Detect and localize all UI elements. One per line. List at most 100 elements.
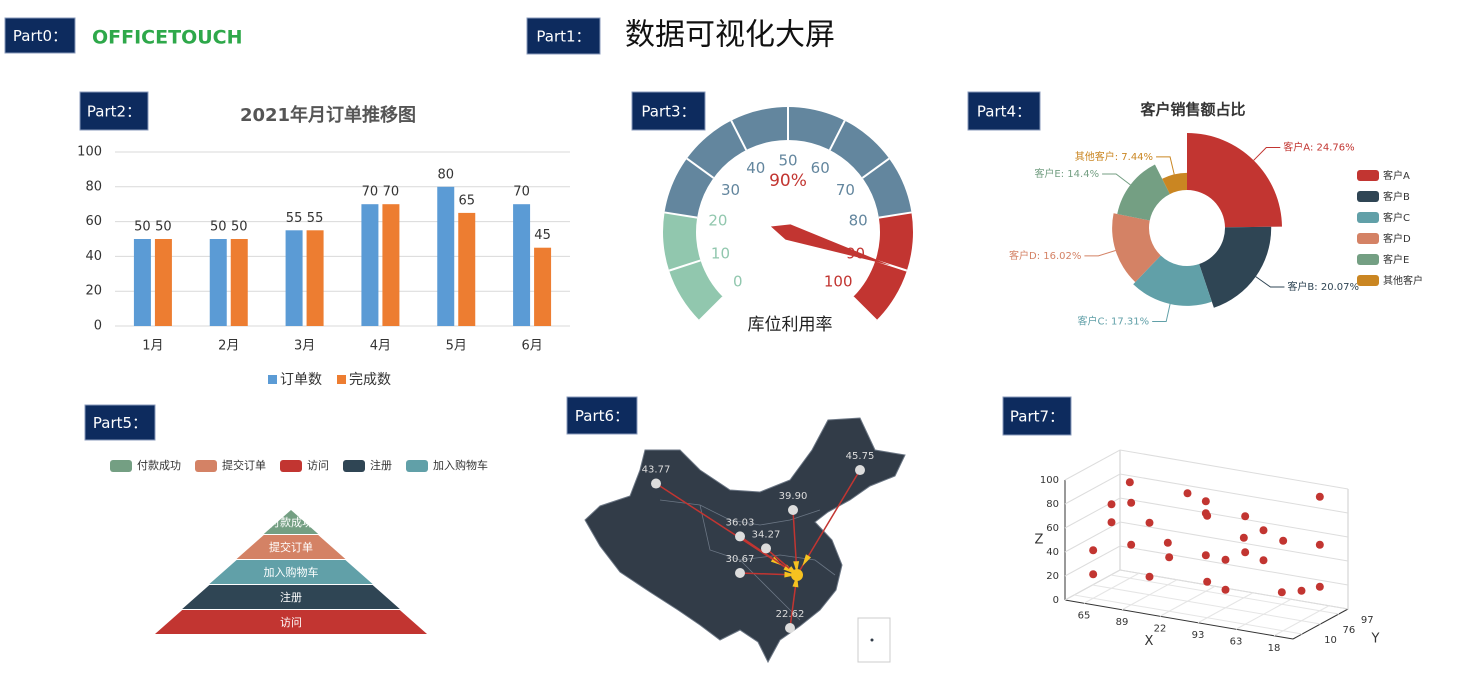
bar-value-label: 70 xyxy=(362,185,379,200)
x-tick-label: 4月 xyxy=(370,339,391,354)
scatter-point xyxy=(1145,572,1154,581)
scatter-point xyxy=(1165,553,1174,562)
scatter-point xyxy=(1203,577,1212,586)
chart-title: 2021年月订单推移图 xyxy=(240,104,416,126)
pie-slice xyxy=(1112,213,1161,283)
bar xyxy=(133,239,151,326)
gauge-tick-label: 80 xyxy=(849,211,868,229)
legend-label: 完成数 xyxy=(349,372,391,388)
bar xyxy=(513,204,531,326)
city-point xyxy=(735,531,745,542)
gauge-split-line xyxy=(664,211,698,219)
gauge-pointer xyxy=(770,224,891,266)
pie-slice xyxy=(1117,164,1170,221)
city-point xyxy=(788,504,798,515)
scatter-point xyxy=(1239,533,1248,542)
panel-label-box xyxy=(1002,396,1072,436)
pie-value-label: 客户D: 16.02% xyxy=(1009,249,1081,262)
gauge-split-line xyxy=(861,157,890,179)
y-tick-label: 40 xyxy=(85,249,102,264)
scatter-point xyxy=(1315,582,1324,591)
y-tick-label: 76 xyxy=(1343,625,1356,636)
pie-slice xyxy=(1133,255,1212,306)
y-tick-label: 97 xyxy=(1361,615,1374,626)
bar-value-label: 55 xyxy=(307,211,324,226)
gauge-split-line xyxy=(828,120,846,151)
panel-label: Part5： xyxy=(93,414,147,432)
gauge-band xyxy=(664,106,912,218)
pie-label-line xyxy=(1152,303,1171,323)
scatter-point xyxy=(1201,497,1210,506)
bar xyxy=(458,212,476,326)
legend-label: 其他客户 xyxy=(1383,274,1423,287)
scatter-point xyxy=(1107,518,1116,527)
panel-label: Part2： xyxy=(87,103,141,121)
scatter-point xyxy=(1277,588,1286,597)
bar xyxy=(154,239,172,326)
panel-label-box xyxy=(4,17,76,54)
gauge-value-label: 90% xyxy=(769,171,807,191)
x-tick-label: 63 xyxy=(1230,636,1243,647)
bar-value-label: 80 xyxy=(437,167,454,182)
scatter-point xyxy=(1127,540,1136,549)
gauge-split-line xyxy=(668,259,701,272)
funnel-label: 付款成功 xyxy=(269,515,313,529)
map-borders xyxy=(659,499,821,526)
legend-label: 客户E xyxy=(1383,253,1409,266)
funnel-layer xyxy=(209,560,373,584)
legend-label: 客户B xyxy=(1383,190,1410,203)
city-value-label: 30.67 xyxy=(726,554,755,565)
scatter-point xyxy=(1241,512,1250,521)
legend-label: 客户D xyxy=(1383,232,1411,245)
legend-label: 访问 xyxy=(307,459,329,472)
funnel-layer xyxy=(182,585,400,609)
bar xyxy=(285,230,303,326)
legend-swatch xyxy=(1357,170,1379,181)
grid-line xyxy=(1064,497,1349,538)
bar xyxy=(230,239,248,326)
scatter-point xyxy=(1145,518,1154,527)
gauge-split-line xyxy=(686,157,715,179)
y-tick-label: 0 xyxy=(94,319,102,334)
y-tick-label: 80 xyxy=(85,179,102,194)
scatter-point xyxy=(1125,478,1134,487)
y-tick-label: 100 xyxy=(77,145,102,160)
pie-slice xyxy=(1187,133,1282,228)
bar-value-label: 50 xyxy=(134,220,151,235)
funnel-layer xyxy=(263,510,319,534)
panel-label: Part1： xyxy=(536,28,590,46)
legend-swatch xyxy=(406,460,428,472)
legend-label: 注册 xyxy=(370,458,392,472)
scatter-point xyxy=(1315,540,1324,549)
grid-line xyxy=(1074,594,1303,635)
gauge-split-line xyxy=(852,296,878,322)
pie-slice xyxy=(1162,172,1187,195)
scatter-point xyxy=(1203,511,1212,520)
funnel-label: 注册 xyxy=(280,590,302,604)
city-point xyxy=(785,623,795,634)
bar-value-label: 50 xyxy=(231,220,248,235)
legend-swatch xyxy=(343,460,365,472)
gauge-tick-label: 10 xyxy=(711,244,730,262)
z-tick-label: 80 xyxy=(1046,499,1059,510)
legend-swatch xyxy=(1357,212,1379,223)
pie-label-line xyxy=(1255,276,1285,288)
z-tick-label: 40 xyxy=(1046,547,1059,558)
city-point xyxy=(855,465,865,476)
city-value-label: 45.75 xyxy=(846,451,875,462)
legend-swatch xyxy=(195,460,217,472)
gauge-tick-label: 70 xyxy=(836,181,855,199)
bar-value-label: 70 xyxy=(383,185,400,200)
gauge-tick-label: 50 xyxy=(778,152,797,170)
pie-label-line xyxy=(1253,146,1281,161)
z-tick-label: 100 xyxy=(1040,475,1059,486)
gauge-band xyxy=(662,212,723,321)
x-tick-label: 3月 xyxy=(294,339,315,354)
x-tick-label: 89 xyxy=(1116,617,1129,628)
scatter-point xyxy=(1107,500,1116,509)
panel-label: Part6： xyxy=(575,407,629,425)
pie-label-line xyxy=(1102,173,1131,186)
gauge-tick-label: 20 xyxy=(708,211,727,229)
gauge-split-line xyxy=(698,296,724,322)
brand: OFFICETOUCH xyxy=(92,27,243,49)
